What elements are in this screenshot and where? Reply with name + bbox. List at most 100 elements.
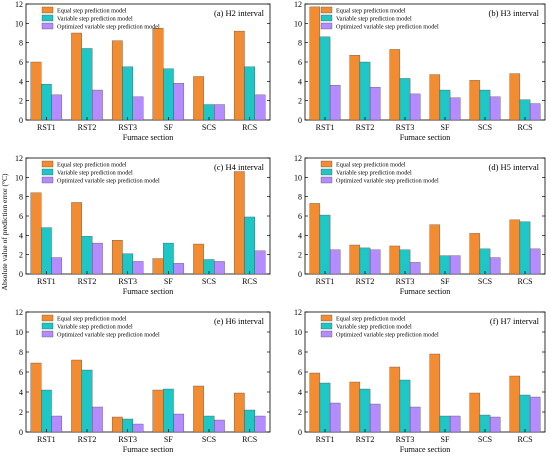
legend-label-optimized: Optimized variable step prediction model [336,332,439,339]
y-tick-label: 0 [298,428,302,437]
x-axis-label: Furnace section [123,445,173,454]
y-tick-label: 4 [19,77,23,86]
bar-rst3-equal [389,366,401,433]
bar-rst2-equal [71,202,82,275]
bar-rcs-variable [244,216,256,275]
y-tick-label: 6 [19,58,23,67]
bar-sf-variable [439,89,451,121]
x-tick-label-rst2: RST2 [78,277,97,286]
bar-rcs-variable [244,66,256,121]
x-tick-label-scs: SCS [478,277,492,286]
y-tick-label: 6 [19,368,23,377]
x-axis-label: Furnace section [400,287,450,296]
y-tick-label: 0 [19,270,23,279]
bar-rst1-optimized [329,85,341,121]
bar-rst1-equal [30,192,42,275]
bar-rst1-optimized [51,415,63,433]
x-tick-label-rcs: RCS [242,123,257,132]
legend-swatch-optimized [41,330,54,338]
y-tick-label: 2 [19,97,23,106]
x-tick-label-rst2: RST2 [356,277,375,286]
bar-scs-optimized [214,104,225,121]
x-tick-label-rst1: RST1 [316,435,335,444]
y-tick-label: 10 [15,19,23,28]
bar-rst2-variable [359,388,371,433]
legend-label-optimized: Optimized variable step prediction model [336,24,439,31]
bar-rcs-variable [519,99,531,121]
x-tick-label-rst1: RST1 [37,435,56,444]
bar-scs-optimized [214,419,225,433]
bar-rcs-equal [233,30,245,121]
bar-sf-variable [162,242,174,275]
bar-sf-equal [429,353,441,433]
y-tick-label: 12 [15,0,23,9]
bar-sf-variable [162,388,174,433]
legend-swatch-equal [41,160,54,168]
y-tick-label: 0 [298,270,302,279]
y-tick-label: 4 [298,231,302,240]
bar-rst2-equal [349,244,361,275]
bar-sf-optimized [173,413,185,433]
legend-swatch-variable [41,14,54,22]
bar-rst3-optimized [409,93,421,121]
legend-swatch-optimized [320,330,333,338]
bar-scs-optimized [214,261,225,275]
bar-rst1-variable [319,214,331,275]
legend-label-variable: Variable step prediction model [57,324,133,331]
x-tick-label-rst3: RST3 [118,435,137,444]
y-tick-label: 0 [19,428,23,437]
bar-rcs-optimized [254,415,266,433]
bar-rst2-variable [359,61,371,121]
y-tick-label: 4 [298,77,302,86]
legend-label-variable: Variable step prediction model [57,16,133,23]
bar-rst2-equal [349,381,361,433]
y-tick-label: 6 [19,212,23,221]
bar-rst2-variable [81,369,93,433]
x-tick-label-rst1: RST1 [37,123,56,132]
x-tick-label-rcs: RCS [242,277,257,286]
y-tick-label: 0 [19,116,23,125]
y-tick-label: 8 [298,39,302,48]
bar-rst2-equal [71,359,82,433]
x-tick-label-rst3: RST3 [396,277,415,286]
bar-rst1-optimized [51,94,63,121]
chart-panel-2: 0 2 4 6 8 10 12 RST1 RST2 RST3 SF SCS RCS Furnace sec… [294,0,546,142]
bar-rcs-variable [519,221,531,275]
x-tick-label-rst1: RST1 [316,123,335,132]
legend-swatch-equal [41,6,54,14]
x-tick-label-sf: SF [164,123,173,132]
bar-rst1-equal [309,6,321,121]
y-tick-label: 10 [294,328,302,337]
bar-rst3-equal [389,49,401,121]
y-tick-label: 0 [298,116,302,125]
y-tick-label: 12 [294,308,302,317]
x-tick-label-sf: SF [441,435,450,444]
x-tick-label-sf: SF [164,277,173,286]
bar-sf-equal [429,224,441,275]
legend-swatch-optimized [320,22,333,30]
bar-sf-equal [152,258,164,275]
x-axis-label: Furnace section [400,445,450,454]
bar-scs-equal [469,80,481,121]
legend-label-equal: Equal step prediction model [336,8,406,15]
y-tick-label: 4 [19,388,23,397]
legend-label-optimized: Optimized variable step prediction model [57,178,160,185]
bar-rcs-variable [244,409,256,433]
bar-rst3-variable [399,78,411,121]
x-tick-label-sf: SF [164,435,173,444]
y-tick-label: 8 [298,348,302,357]
y-tick-label: 12 [15,154,23,163]
legend-swatch-equal [41,314,54,322]
bar-rst3-optimized [132,261,144,275]
y-tick-label: 10 [15,328,23,337]
bar-rst3-equal [111,240,123,275]
panel-annotation: (a) H2 interval [214,8,265,18]
bar-rcs-equal [509,375,521,433]
legend-label-equal: Equal step prediction model [57,8,127,15]
bar-scs-optimized [489,257,501,275]
bar-rst2-optimized [92,406,103,433]
bar-rst1-equal [309,372,321,433]
bar-scs-variable [479,89,491,121]
x-tick-label-rst2: RST2 [356,123,375,132]
